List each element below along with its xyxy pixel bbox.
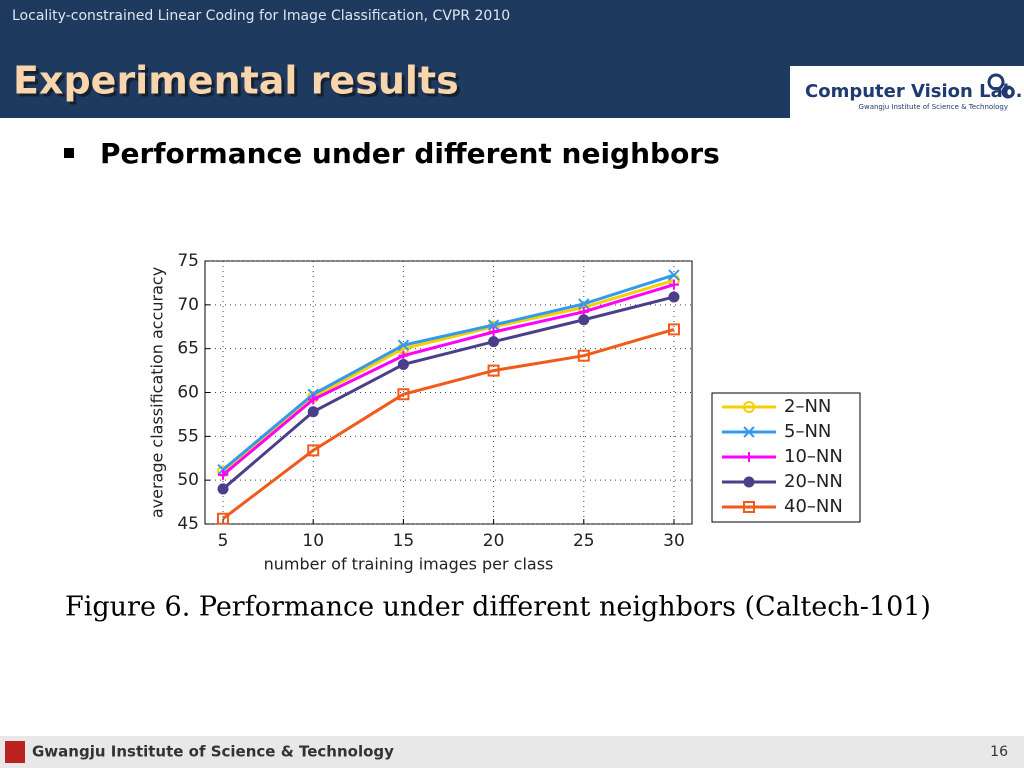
legend-label: 2–NN	[784, 396, 831, 417]
y-tick-label: 45	[177, 514, 199, 534]
footer-band	[0, 736, 1024, 768]
y-axis-label: average classification accuracy	[148, 267, 167, 518]
marker	[743, 501, 755, 513]
marker	[307, 444, 320, 457]
page-number: 16	[990, 744, 1008, 760]
marker	[667, 323, 680, 336]
marker	[487, 364, 500, 377]
x-tick-label: 30	[663, 531, 685, 551]
y-tick-label: 50	[177, 470, 199, 490]
series-line	[222, 273, 675, 471]
marker	[488, 327, 499, 338]
series-line	[222, 283, 675, 477]
x-tick-label: 15	[393, 531, 415, 551]
marker	[308, 394, 319, 405]
legend-label: 40–NN	[784, 496, 843, 517]
marker	[397, 358, 409, 370]
marker	[744, 452, 754, 462]
marker	[218, 469, 229, 480]
title-shadow: Experimental results	[16, 62, 462, 106]
legend-label: 5–NN	[784, 421, 831, 442]
marker	[217, 483, 229, 495]
x-tick-label: 10	[302, 531, 324, 551]
marker	[578, 298, 590, 310]
marker	[217, 512, 230, 525]
header-title: Experimental results	[13, 59, 459, 103]
series-line	[222, 278, 675, 473]
marker	[487, 319, 500, 331]
footer-institute: Gwangju Institute of Science & Technolog…	[32, 743, 394, 761]
series-line	[222, 295, 675, 491]
figure-caption: Figure 6. Performance under different ne…	[65, 592, 931, 623]
series-line	[222, 327, 675, 520]
x-tick-label: 20	[483, 531, 505, 551]
footer-logo	[5, 741, 25, 763]
marker	[577, 349, 590, 362]
logo-icon	[1001, 85, 1015, 99]
logo-title: Computer Vision Lab.	[805, 81, 1022, 102]
marker	[668, 291, 680, 303]
marker	[578, 314, 590, 326]
marker	[488, 336, 500, 348]
y-tick-label: 60	[177, 383, 199, 403]
marker	[743, 426, 755, 438]
legend-label: 10–NN	[784, 446, 843, 467]
y-tick-label: 55	[177, 426, 199, 446]
header-subtitle: Locality-constrained Linear Coding for I…	[12, 8, 510, 24]
marker	[307, 406, 319, 418]
logo-subtitle: Gwangju Institute of Science & Technolog…	[859, 103, 1008, 111]
y-tick-label: 75	[177, 251, 199, 271]
marker	[397, 388, 410, 401]
marker	[743, 476, 755, 488]
logo-icon	[987, 73, 1005, 91]
x-tick-label: 5	[218, 531, 229, 551]
y-tick-label: 70	[177, 295, 199, 315]
x-tick-label: 25	[573, 531, 595, 551]
logo-box	[790, 66, 1024, 118]
marker	[668, 279, 679, 290]
legend-label: 20–NN	[784, 471, 843, 492]
bullet-text: Performance under different neighbors	[100, 137, 720, 170]
bullet-marker	[64, 148, 74, 158]
chart: 45 50 55 60 65 70 75 5 10 15 20 25 30 number of train…	[148, 251, 861, 574]
y-tick-label: 65	[177, 339, 199, 359]
marker	[668, 269, 680, 281]
marker	[397, 339, 410, 351]
marker	[743, 401, 755, 413]
x-axis-label: number of training images per class	[264, 555, 554, 574]
